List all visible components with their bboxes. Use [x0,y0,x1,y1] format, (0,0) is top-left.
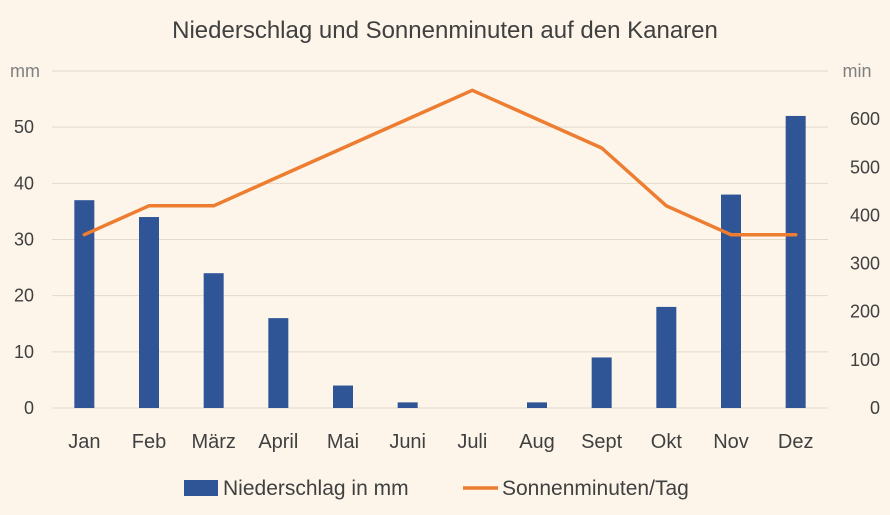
category-labels: Jan Feb März April Mai Juni Juli Aug Sept Okt Nov D… [68,431,813,453]
right-axis-ticks: 0 100 200 300 400 500 600 [850,109,880,418]
right-tick-label: 0 [870,398,880,418]
bar [203,273,224,408]
category-label: Nov [713,431,749,453]
left-tick-label: 0 [24,398,34,418]
category-label: Aug [519,431,555,453]
category-label: Juli [457,431,487,453]
right-axis-unit: min [842,61,871,81]
bar [74,200,95,408]
bar [397,402,418,408]
bar [591,357,612,408]
category-label: März [191,431,235,453]
legend: Niederschlag in mm Sonnenminuten/Tag [184,477,689,500]
category-label: Feb [132,431,166,453]
chart-title: Niederschlag und Sonnenminuten auf den K… [172,17,718,44]
sunshine-line [82,88,798,237]
category-label: Juni [389,431,426,453]
legend-label-sunshine: Sonnenminuten/Tag [502,477,689,500]
precipitation-bars [74,115,806,408]
right-tick-label: 300 [850,254,880,274]
right-tick-label: 200 [850,302,880,322]
left-tick-label: 20 [14,286,34,306]
legend-label-precipitation: Niederschlag in mm [223,477,409,500]
legend-swatch-precipitation [184,480,218,496]
category-label: Sept [581,431,623,453]
category-label: April [258,431,298,453]
bar [139,217,159,408]
category-label: Okt [651,431,683,453]
category-label: Jan [68,431,100,453]
bar [527,402,547,408]
right-tick-label: 100 [850,350,880,370]
left-axis-unit: mm [10,61,40,81]
left-tick-label: 40 [14,173,34,193]
right-tick-label: 400 [850,205,880,225]
left-tick-label: 50 [14,117,34,137]
sunshine-line-layer [82,88,798,237]
left-axis-ticks: 0 10 20 30 40 50 [14,117,34,418]
left-tick-label: 10 [14,342,34,362]
category-label: Mai [327,431,359,453]
bar [268,318,289,408]
right-tick-label: 600 [850,109,880,129]
right-tick-label: 500 [850,157,880,177]
bar [656,306,677,408]
left-tick-label: 30 [14,230,34,250]
bar [785,115,806,408]
category-label: Dez [778,431,814,453]
bar [333,385,353,408]
gridlines [52,70,828,409]
bar [721,194,741,408]
